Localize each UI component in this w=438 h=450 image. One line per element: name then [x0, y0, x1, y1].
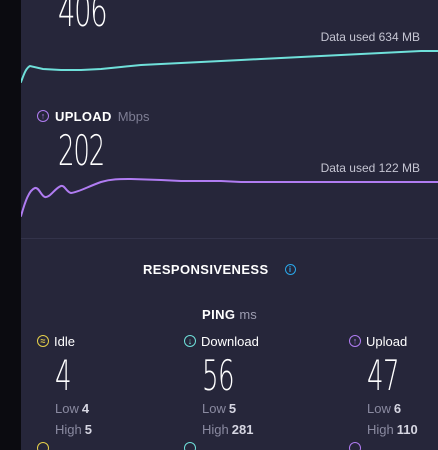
ping-column-label: Download: [201, 333, 259, 349]
ping-upload-low: Low 6: [367, 401, 401, 416]
upload-header: ↑ UPLOAD Mbps: [37, 107, 150, 125]
ping-download-high: High 281: [202, 422, 253, 437]
jitter-idle-icon: [37, 442, 49, 450]
ping-idle-low: Low 4: [55, 401, 89, 416]
upload-speed-value: 202: [58, 126, 105, 175]
low-label: Low: [55, 401, 79, 416]
ping-download-value: 56: [202, 351, 235, 400]
jitter-upload-icon: [349, 442, 361, 450]
ping-column-label: Upload: [366, 333, 408, 349]
ping-label: PING: [202, 307, 236, 322]
upload-ping-icon: ↑: [349, 335, 361, 347]
download-ping-icon: ↓: [184, 335, 196, 347]
ping-download-low: Low 5: [202, 401, 236, 416]
upload-label: UPLOAD: [55, 108, 112, 124]
high-label: High: [55, 422, 82, 437]
high-value: 110: [396, 422, 418, 437]
upload-graph-line: [21, 177, 438, 217]
arrow-up-circle-icon: ↑: [37, 110, 49, 122]
upload-speed-graph: [21, 177, 438, 217]
low-value: 5: [228, 401, 237, 416]
ping-upload-high: High 110: [367, 422, 418, 437]
ping-column-idle: ≈ Idle 4 Low 4 High 5: [37, 333, 147, 437]
ping-column-download: ↓ Download 56 Low 5 High 281: [184, 333, 294, 437]
download-speed-graph: [21, 50, 438, 83]
low-label: Low: [367, 401, 391, 416]
ping-header: PING ms: [202, 307, 257, 322]
ping-idle-high: High 5: [55, 422, 92, 437]
idle-ping-icon: ≈: [37, 335, 49, 347]
responsiveness-title: RESPONSIVENESS: [143, 262, 269, 277]
high-label: High: [202, 422, 229, 437]
low-label: Low: [202, 401, 226, 416]
ping-idle-value: 4: [55, 351, 72, 400]
jitter-row-idle-cut: [37, 442, 49, 450]
low-value: 6: [393, 401, 402, 416]
responsiveness-header: RESPONSIVENESS i: [143, 262, 296, 277]
ping-unit: ms: [239, 307, 257, 322]
download-speed-value: 406: [58, 0, 108, 37]
jitter-download-icon: [184, 442, 196, 450]
ping-column-upload: ↑ Upload 47 Low 6 High 110: [349, 333, 438, 437]
left-edge-bar: [0, 0, 21, 450]
download-data-used: Data used 634 MB: [320, 30, 420, 44]
upload-data-used: Data used 122 MB: [320, 161, 420, 175]
download-graph-line: [21, 50, 438, 83]
jitter-row-upload-cut: [349, 442, 361, 450]
ping-column-label: Idle: [54, 333, 75, 349]
high-value: 281: [231, 422, 254, 437]
info-icon[interactable]: i: [284, 264, 296, 275]
upload-unit: Mbps: [117, 108, 150, 124]
ping-upload-value: 47: [367, 351, 400, 400]
section-divider: [21, 238, 438, 239]
high-label: High: [367, 422, 394, 437]
low-value: 4: [81, 401, 90, 416]
high-value: 5: [84, 422, 92, 437]
jitter-row-download-cut: [184, 442, 196, 450]
